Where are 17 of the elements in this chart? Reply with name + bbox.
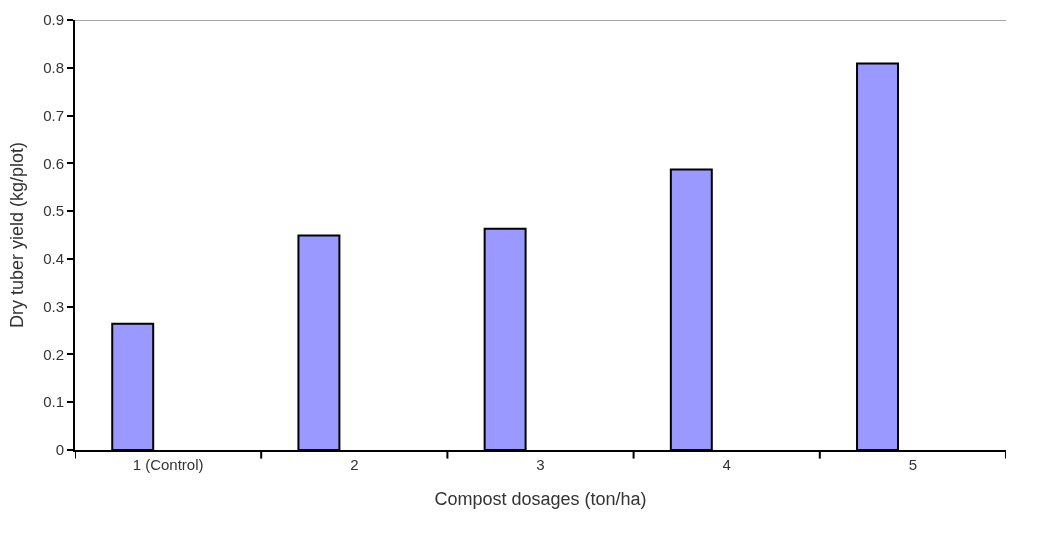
- y-axis-title: Dry tuber yield (kg/plot): [6, 141, 27, 329]
- y-tick-label: 0.8: [43, 59, 64, 77]
- x-tick-label: 3: [536, 456, 545, 473]
- y-tick-label: 0.1: [43, 393, 64, 411]
- x-tick-label: 2: [350, 456, 359, 473]
- y-tick-label: 0.4: [43, 250, 64, 268]
- x-axis-title: Compost dosages (ton/ha): [434, 488, 647, 509]
- x-tick-label: 5: [908, 456, 918, 473]
- x-tick-label: 1 (Control): [132, 456, 204, 473]
- y-tick-label: 0: [55, 441, 64, 459]
- y-tick-label: 0.7: [43, 106, 64, 124]
- y-tick-label: 0.6: [43, 154, 64, 172]
- y-tick-label: 0.2: [43, 345, 64, 363]
- y-tick-label: 0.3: [43, 297, 64, 315]
- y-tick-label: 0.9: [43, 11, 64, 29]
- y-tick-label: 0.5: [43, 202, 64, 220]
- x-tick-label: 4: [722, 456, 731, 473]
